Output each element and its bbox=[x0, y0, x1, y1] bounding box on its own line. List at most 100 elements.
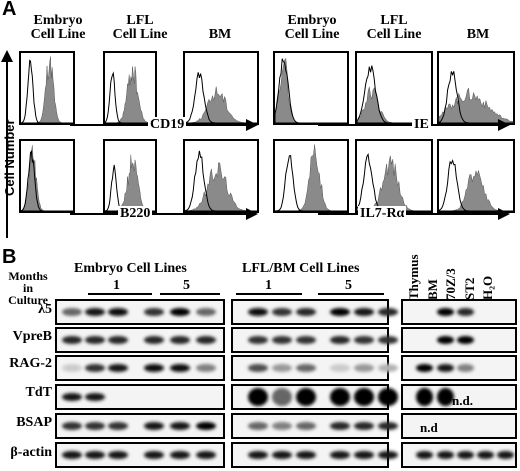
blot-band bbox=[296, 308, 316, 316]
blot-band bbox=[196, 364, 216, 372]
marker-il7ra: IL7-Rα bbox=[358, 206, 407, 222]
blot-box bbox=[231, 355, 398, 381]
blot-band bbox=[170, 451, 190, 459]
blot-band bbox=[378, 308, 398, 316]
blot-box bbox=[231, 442, 398, 468]
marker-cd19: CD19 bbox=[148, 117, 187, 133]
blot-band bbox=[144, 364, 164, 372]
blot-band bbox=[85, 308, 105, 316]
row-label-rag2: RAG-2 bbox=[9, 356, 52, 371]
blot-box bbox=[401, 442, 517, 468]
row-label-tdt: TdT bbox=[25, 385, 52, 400]
blot-band bbox=[272, 388, 292, 406]
blot-band bbox=[62, 451, 82, 459]
blot-band bbox=[354, 422, 374, 430]
blot-band bbox=[170, 308, 190, 316]
blot-band bbox=[330, 388, 350, 406]
histogram-panel bbox=[183, 51, 259, 125]
blot-box bbox=[231, 299, 398, 325]
blot-band bbox=[196, 451, 216, 459]
blot-band bbox=[62, 336, 82, 344]
blot-band bbox=[296, 388, 316, 406]
blot-band bbox=[354, 308, 374, 316]
blot-band bbox=[170, 336, 190, 344]
group-lflbm-title: LFL/BM Cell Lines bbox=[242, 261, 360, 276]
row-label-vpreb: VpreB bbox=[12, 329, 52, 344]
blot-band bbox=[196, 308, 216, 316]
header-lfl-left: LFL Cell Line bbox=[112, 13, 168, 42]
blot-band bbox=[378, 388, 398, 406]
nd-label-tdt: n.d. bbox=[452, 393, 473, 408]
blot-band bbox=[108, 451, 128, 459]
blot-band bbox=[457, 336, 474, 344]
blot-band bbox=[108, 308, 128, 316]
blot-box bbox=[55, 355, 225, 381]
blot-box bbox=[55, 327, 225, 353]
header-bm-right: BM bbox=[466, 27, 490, 42]
histogram-panel bbox=[273, 139, 349, 213]
blot-box bbox=[55, 384, 225, 410]
panel-a-label: A bbox=[2, 0, 17, 20]
blot-band bbox=[354, 451, 374, 459]
blot-band bbox=[416, 451, 433, 459]
blot-band bbox=[108, 364, 128, 372]
marker-b220: B220 bbox=[118, 206, 153, 222]
blot-band bbox=[85, 451, 105, 459]
month-underlines bbox=[88, 293, 384, 295]
blot-box bbox=[401, 413, 517, 439]
blot-band bbox=[170, 422, 190, 430]
blot-band bbox=[437, 308, 454, 316]
y-axis-arrow bbox=[1, 50, 13, 238]
blot-band bbox=[272, 451, 292, 459]
blot-band bbox=[457, 364, 474, 372]
blot-band bbox=[437, 388, 454, 406]
blot-band bbox=[62, 308, 82, 316]
row-label-bsap: BSAP bbox=[16, 415, 52, 430]
blot-band bbox=[272, 364, 292, 372]
group2-month-5: 5 bbox=[345, 278, 352, 293]
blot-band bbox=[296, 336, 316, 344]
blot-band bbox=[416, 364, 433, 372]
blot-band bbox=[144, 308, 164, 316]
months-in-culture-label: Months in Culture bbox=[8, 269, 48, 307]
blot-band bbox=[248, 364, 268, 372]
blot-band bbox=[354, 388, 374, 406]
blot-band bbox=[85, 393, 105, 401]
blot-band bbox=[378, 451, 398, 459]
blot-box bbox=[55, 442, 225, 468]
blot-band bbox=[248, 451, 268, 459]
row-label-beta-actin: β-actin bbox=[10, 445, 52, 460]
blot-band bbox=[272, 336, 292, 344]
blot-band bbox=[378, 336, 398, 344]
blot-band bbox=[330, 422, 350, 430]
group2-month-1: 1 bbox=[265, 278, 272, 293]
blot-band bbox=[354, 336, 374, 344]
blot-band bbox=[144, 422, 164, 430]
blot-band bbox=[170, 364, 190, 372]
histogram-panel bbox=[355, 51, 433, 125]
blot-box bbox=[401, 299, 517, 325]
blot-band bbox=[62, 422, 82, 430]
blot-band bbox=[330, 336, 350, 344]
blot-band bbox=[330, 451, 350, 459]
blot-band bbox=[62, 364, 82, 372]
blot-band bbox=[144, 336, 164, 344]
marker-ie: IE bbox=[412, 117, 431, 133]
blot-band bbox=[378, 364, 398, 372]
blot-band bbox=[85, 422, 105, 430]
header-bm-left: BM bbox=[208, 27, 232, 42]
header-lfl-right: LFL Cell Line bbox=[366, 13, 422, 42]
blot-box bbox=[231, 327, 398, 353]
blot-box bbox=[401, 355, 517, 381]
blot-band bbox=[248, 336, 268, 344]
header-embryo-right: Embryo Cell Line bbox=[284, 13, 340, 42]
blot-box bbox=[401, 384, 517, 410]
blot-band bbox=[330, 364, 350, 372]
blot-band bbox=[248, 388, 268, 406]
blot-band bbox=[85, 364, 105, 372]
blot-band bbox=[416, 388, 433, 406]
row-label-lambda5: λ5 bbox=[38, 302, 52, 317]
histogram-panel bbox=[19, 51, 75, 125]
blot-band bbox=[437, 336, 454, 344]
